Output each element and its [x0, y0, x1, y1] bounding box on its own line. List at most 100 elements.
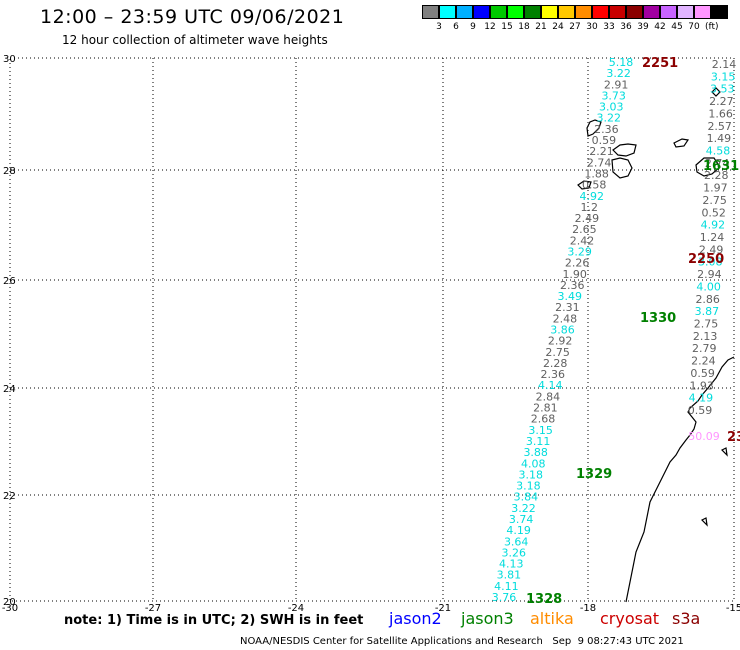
wave-height-value: 2.26 — [565, 257, 590, 270]
wave-height-outlier: 50.09 — [688, 430, 720, 443]
latitude-tick-label: 20 — [3, 597, 16, 608]
latitude-tick-label: 28 — [3, 166, 16, 177]
coastline-island-3 — [611, 157, 633, 179]
coastline-island-7 — [711, 87, 721, 97]
wave-height-value: 3.08 — [698, 256, 723, 269]
coastline — [577, 87, 735, 603]
wave-height-value: 3.53 — [710, 83, 735, 96]
color-swatch — [456, 5, 473, 19]
coastline-island-1 — [586, 119, 602, 137]
track-time-1328: 1328 — [526, 592, 562, 607]
wave-height-value: 3.76 — [492, 591, 517, 604]
color-swatch — [524, 5, 541, 19]
wave-height-value: 2.48 — [553, 312, 578, 325]
page-title: 12:00 – 23:59 UTC 09/06/2021 — [40, 6, 345, 28]
wave-height-value: 0.59 — [688, 404, 713, 417]
wave-height-value: 3.88 — [523, 446, 548, 459]
wave-height-value: 2.92 — [548, 335, 573, 348]
color-label: 39 — [637, 22, 649, 32]
wave-height-value: 0.58 — [582, 179, 607, 192]
color-label: 15 — [501, 22, 513, 32]
wave-heights-track-a: 5.183.222.913.733.033.222.360.592.212.74… — [492, 56, 634, 604]
longitude-tick-label: -18 — [580, 603, 596, 614]
latitude-tick-label: 22 — [3, 491, 16, 502]
coastline-island-9 — [700, 517, 708, 527]
wave-height-value: 2.49 — [575, 212, 600, 225]
wave-height-value: 3.15 — [711, 70, 736, 83]
wave-height-value: 4.19 — [689, 392, 714, 405]
wave-height-value: 2.27 — [709, 95, 734, 108]
wave-height-value: 0.59 — [592, 134, 617, 147]
wave-height-value: 2.68 — [531, 413, 556, 426]
wave-height-value: 2.42 — [570, 234, 595, 247]
color-label: 27 — [569, 22, 581, 32]
color-swatch — [660, 5, 677, 19]
wave-height-value: 3.73 — [601, 89, 626, 102]
color-swatch — [558, 5, 575, 19]
wave-height-value: 4.13 — [499, 558, 524, 571]
wave-height-value: 4.08 — [521, 457, 546, 470]
color-label: 12 — [484, 22, 496, 32]
wave-height-value: 3.26 — [502, 546, 527, 559]
wave-height-value: 3.49 — [558, 290, 583, 303]
coastline-mainland — [625, 356, 735, 603]
color-label: 45 — [671, 22, 683, 32]
coastline-island-2 — [612, 143, 637, 157]
color-label: 3 — [436, 22, 442, 32]
wave-height-value: 2.31 — [555, 301, 580, 314]
color-swatch — [575, 5, 592, 19]
wave-height-value: 2.49 — [699, 243, 724, 256]
color-swatch — [473, 5, 490, 19]
color-label: 30 — [586, 22, 598, 32]
wave-height-value: 2.84 — [536, 390, 561, 403]
wave-height-value: 2.75 — [545, 346, 570, 359]
color-swatch — [711, 5, 728, 19]
wave-height-value: 3.18 — [519, 468, 544, 481]
wave-height-value: 3.81 — [497, 569, 522, 582]
coastline-island-6 — [673, 138, 690, 148]
wave-height-value: 1.66 — [708, 107, 733, 120]
wave-height-value: 4.11 — [494, 580, 519, 593]
color-label: 36 — [620, 22, 632, 32]
wave-height-value: 3.11 — [526, 435, 551, 448]
wave-height-value: 4.92 — [580, 190, 605, 203]
wave-height-value: 2.28 — [543, 357, 568, 370]
wave-height-value: 2.36 — [541, 368, 566, 381]
color-label: 70 — [688, 22, 700, 32]
wave-height-value: 2.21 — [589, 145, 614, 158]
track-time-2251: 2251 — [642, 56, 678, 71]
color-label: 9 — [470, 22, 476, 32]
track-time-1329: 1329 — [576, 467, 612, 482]
latitude-tick-label: 24 — [3, 384, 16, 395]
coastline-island-4 — [577, 180, 592, 190]
wave-height-value: 2.74 — [705, 157, 730, 170]
longitude-tick-label: -15 — [726, 603, 740, 614]
wave-height-value: 5.18 — [609, 56, 634, 69]
satellite-altika: altika — [530, 609, 574, 628]
wave-height-value: 2.75 — [702, 194, 727, 207]
color-label: 24 — [552, 22, 564, 32]
wave-height-value: 1.24 — [700, 231, 725, 244]
color-swatch — [643, 5, 660, 19]
longitude-tick-label: -30 — [2, 603, 18, 614]
color-swatch — [677, 5, 694, 19]
wave-height-value: 2.36 — [560, 279, 585, 292]
coastline-island-8 — [720, 447, 728, 457]
wave-height-value: 3.03 — [599, 101, 624, 114]
wave-height-value: 2.13 — [693, 330, 718, 343]
wave-height-value: 3.22 — [606, 67, 631, 80]
wave-height-value: 1.97 — [703, 182, 728, 195]
coastline-island-5 — [695, 157, 721, 177]
wave-heights-track-b: 2.143.153.532.271.662.571.494.582.742.28… — [688, 58, 737, 417]
wave-height-value: 1.88 — [584, 168, 609, 181]
wave-height-value: 4.19 — [506, 524, 531, 537]
color-swatch — [592, 5, 609, 19]
wave-height-value: 3.15 — [528, 424, 553, 437]
footer-credit: NOAA/NESDIS Center for Satellite Applica… — [240, 636, 684, 647]
wave-height-value: 3.22 — [597, 112, 622, 125]
wave-height-value: 2.86 — [695, 293, 720, 306]
color-swatch — [439, 5, 456, 19]
color-swatch — [541, 5, 558, 19]
color-swatch — [422, 5, 439, 19]
track-time-2250: 2250 — [688, 252, 724, 267]
